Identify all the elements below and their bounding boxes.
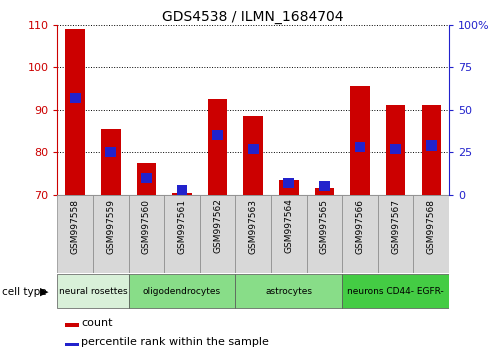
Bar <box>422 105 441 195</box>
Bar <box>141 173 152 183</box>
Bar <box>105 147 116 157</box>
Bar <box>315 188 334 195</box>
Bar <box>65 343 79 346</box>
Text: GSM997559: GSM997559 <box>106 199 115 253</box>
Bar <box>200 195 236 273</box>
Bar <box>208 99 228 195</box>
Bar <box>212 130 223 140</box>
Text: GSM997562: GSM997562 <box>213 199 222 253</box>
Bar <box>244 116 263 195</box>
Bar <box>93 195 129 273</box>
Text: GSM997566: GSM997566 <box>356 199 365 253</box>
Bar <box>236 195 271 273</box>
Text: cell type: cell type <box>2 287 47 297</box>
Text: ▶: ▶ <box>40 287 48 297</box>
Text: count: count <box>81 318 112 328</box>
Text: percentile rank within the sample: percentile rank within the sample <box>81 337 269 348</box>
Bar <box>307 195 342 273</box>
Text: GSM997561: GSM997561 <box>178 199 187 253</box>
Text: neural rosettes: neural rosettes <box>59 287 127 296</box>
Bar <box>137 163 156 195</box>
Bar <box>271 195 307 273</box>
Bar <box>101 129 121 195</box>
Text: GSM997563: GSM997563 <box>249 199 258 253</box>
Bar <box>177 184 188 195</box>
Bar <box>70 93 80 103</box>
Text: astrocytes: astrocytes <box>265 287 312 296</box>
Text: GSM997564: GSM997564 <box>284 199 293 253</box>
Bar <box>164 195 200 273</box>
Text: GSM997568: GSM997568 <box>427 199 436 253</box>
Bar <box>65 324 79 326</box>
Bar <box>350 86 370 195</box>
Text: GSM997565: GSM997565 <box>320 199 329 253</box>
Text: GSM997558: GSM997558 <box>71 199 80 253</box>
Bar <box>57 274 129 308</box>
Bar <box>248 144 258 154</box>
Bar <box>172 193 192 195</box>
Bar <box>355 142 365 152</box>
Text: oligodendrocytes: oligodendrocytes <box>143 287 221 296</box>
Title: GDS4538 / ILMN_1684704: GDS4538 / ILMN_1684704 <box>163 10 344 24</box>
Bar <box>279 180 298 195</box>
Bar <box>390 144 401 154</box>
Bar <box>283 178 294 188</box>
Bar <box>129 274 236 308</box>
Text: GSM997567: GSM997567 <box>391 199 400 253</box>
Bar <box>426 140 437 150</box>
Bar <box>236 274 342 308</box>
Bar <box>378 195 414 273</box>
Bar <box>342 195 378 273</box>
Text: neurons CD44- EGFR-: neurons CD44- EGFR- <box>347 287 444 296</box>
Bar <box>386 105 406 195</box>
Bar <box>319 181 330 191</box>
Bar <box>65 29 85 195</box>
Bar <box>414 195 449 273</box>
Bar <box>57 195 93 273</box>
Bar <box>342 274 449 308</box>
Text: GSM997560: GSM997560 <box>142 199 151 253</box>
Bar <box>129 195 164 273</box>
